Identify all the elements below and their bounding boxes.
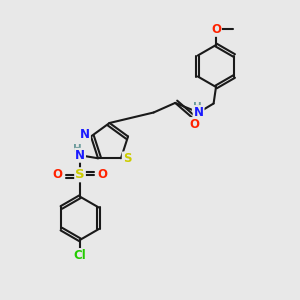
Text: S: S [123,152,131,165]
Text: H: H [193,101,202,112]
Text: S: S [75,168,85,181]
Text: N: N [194,106,204,119]
Text: O: O [190,118,200,131]
Text: H: H [73,144,82,154]
Text: N: N [80,128,90,142]
Text: O: O [98,168,108,181]
Text: N: N [75,149,85,162]
Text: O: O [52,168,62,181]
Text: O: O [211,23,221,36]
Text: Cl: Cl [74,249,86,262]
